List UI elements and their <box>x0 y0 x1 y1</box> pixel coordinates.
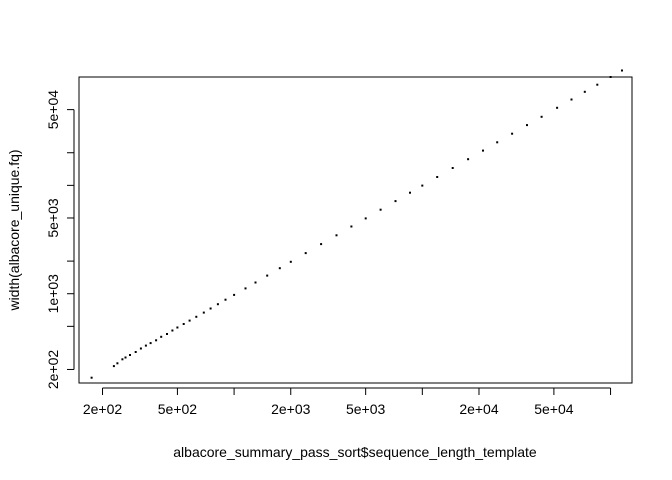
data-point <box>182 323 185 325</box>
data-point <box>224 298 227 301</box>
data-point <box>609 76 612 78</box>
data-point <box>596 83 599 86</box>
y-axis-title: width(albacore_unique.fq) <box>6 149 22 311</box>
data-point <box>188 319 191 322</box>
data-point <box>139 347 142 350</box>
data-point <box>112 365 115 368</box>
x-tick-label: 2e+02 <box>83 401 123 417</box>
plot-frame <box>78 76 633 384</box>
data-point <box>496 141 499 144</box>
data-point <box>209 307 212 310</box>
x-axis: 2e+02 5e+02 2e+03 5e+03 2e+04 5e+04 <box>83 387 612 417</box>
data-point <box>482 149 484 152</box>
x-axis-title: albacore_summary_pass_sort$sequence_leng… <box>173 444 537 460</box>
data-point <box>556 106 559 109</box>
data-point <box>320 243 323 246</box>
data-point <box>195 315 198 318</box>
data-point <box>451 167 454 169</box>
data-point <box>171 329 174 332</box>
data-point <box>289 260 292 263</box>
data-point <box>266 274 269 277</box>
data-point <box>233 293 236 296</box>
data-point <box>116 362 119 365</box>
data-point <box>149 342 152 345</box>
data-point <box>583 90 586 93</box>
data-point <box>467 158 470 161</box>
x-tick-label: 2e+04 <box>459 401 499 417</box>
data-point <box>409 191 411 194</box>
data-point <box>621 69 623 72</box>
data-point <box>540 115 543 118</box>
data-point <box>379 208 382 211</box>
data-point <box>121 358 124 361</box>
data-point <box>176 326 179 329</box>
data-points <box>90 69 623 379</box>
data-point <box>244 287 247 290</box>
y-tick-label: 5e+04 <box>45 90 61 130</box>
y-axis: 2e+02 1e+03 5e+03 5e+04 <box>45 90 75 390</box>
data-point <box>304 252 307 255</box>
data-point <box>216 303 219 306</box>
x-tick-label: 2e+03 <box>271 401 311 417</box>
data-point <box>202 311 205 314</box>
x-tick-label: 5e+03 <box>346 401 386 417</box>
data-point <box>160 335 163 338</box>
data-point <box>350 225 353 228</box>
data-point <box>570 98 573 101</box>
y-tick-label: 1e+03 <box>45 274 61 314</box>
data-point <box>436 176 439 178</box>
x-tick-label: 5e+04 <box>534 401 574 417</box>
data-point <box>278 267 281 270</box>
y-tick-label: 5e+03 <box>45 198 61 238</box>
data-point <box>155 339 158 342</box>
data-point <box>144 344 147 347</box>
data-point <box>364 217 367 220</box>
data-point <box>511 132 514 135</box>
data-point <box>124 356 127 359</box>
data-point <box>526 124 528 127</box>
data-point <box>394 200 397 203</box>
data-point <box>166 333 168 335</box>
x-tick-label: 5e+02 <box>158 401 198 417</box>
data-point <box>90 376 93 379</box>
data-point <box>134 351 137 353</box>
y-tick-label: 2e+02 <box>45 350 61 390</box>
data-point <box>254 281 257 284</box>
data-point <box>335 234 338 237</box>
data-point <box>129 354 131 356</box>
data-point <box>421 184 424 187</box>
